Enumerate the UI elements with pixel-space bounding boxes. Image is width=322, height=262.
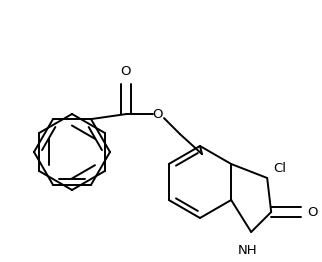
Text: NH: NH [237, 244, 257, 257]
Text: Cl: Cl [273, 161, 286, 174]
Text: O: O [121, 65, 131, 78]
Text: O: O [153, 108, 163, 121]
Text: O: O [307, 205, 318, 219]
